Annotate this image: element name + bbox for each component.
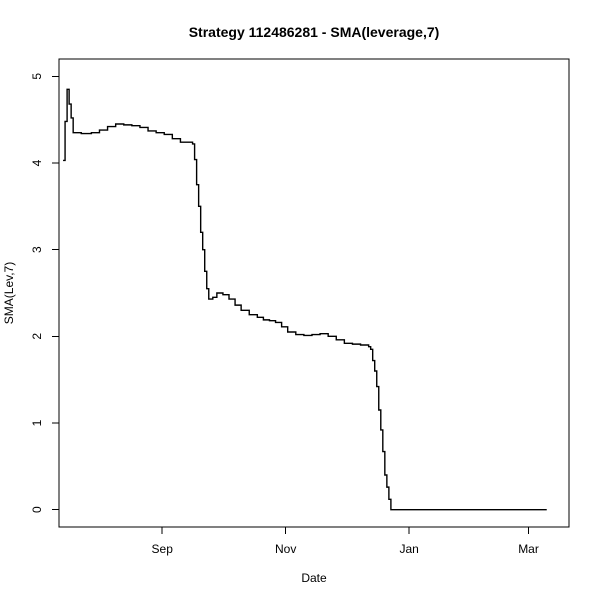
x-axis: Sep Nov Jan Mar (152, 526, 539, 556)
y-tick-label: 3 (30, 246, 44, 253)
x-axis-label: Date (301, 571, 327, 585)
y-axis: 0 1 2 3 4 5 (30, 73, 60, 513)
x-tick-label: Mar (518, 542, 539, 556)
chart-title: Strategy 112486281 - SMA(leverage,7) (189, 24, 440, 40)
y-tick-label: 1 (30, 419, 44, 426)
y-tick-label: 5 (30, 73, 44, 80)
x-tick-label: Sep (152, 542, 174, 556)
y-tick-label: 0 (30, 506, 44, 513)
plot-frame (58, 58, 570, 528)
x-tick-label: Jan (399, 542, 418, 556)
x-tick-label: Nov (275, 542, 296, 556)
series-layer (63, 88, 547, 511)
y-axis-label: SMA(Lev,7) (2, 262, 16, 324)
series-line (63, 88, 547, 511)
y-tick-label: 4 (30, 159, 44, 166)
y-tick-label: 2 (30, 333, 44, 340)
